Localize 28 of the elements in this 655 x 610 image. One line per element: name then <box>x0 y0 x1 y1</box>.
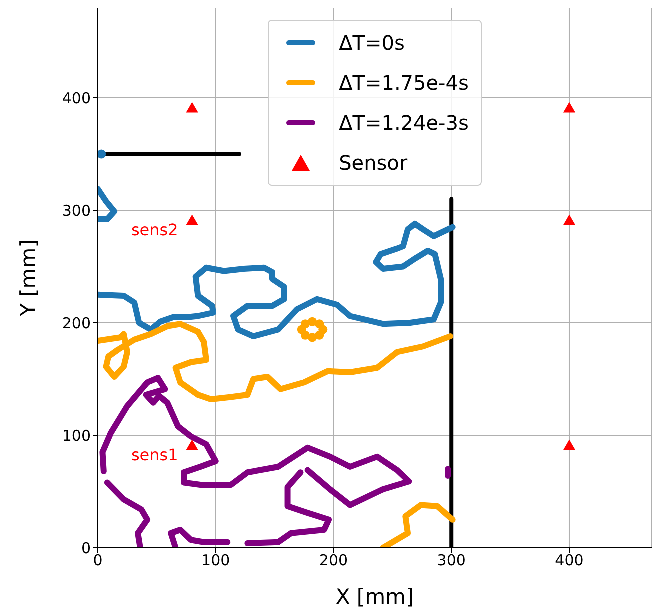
x-tick-label: 0 <box>93 552 103 570</box>
x-tick-label: 200 <box>319 552 348 570</box>
x-tick-label: 100 <box>202 552 230 570</box>
annotation: sens2 <box>131 220 178 240</box>
point <box>308 333 318 342</box>
x-axis-title: X [mm] <box>336 585 414 609</box>
y-tick-label: 100 <box>62 426 91 445</box>
y-tick-label: 300 <box>62 202 91 220</box>
point <box>315 330 324 340</box>
legend-label: ΔT=1.24e-3s <box>339 110 469 137</box>
point <box>98 150 106 159</box>
y-tick-label: 400 <box>62 89 91 108</box>
y-tick-label: 200 <box>62 314 91 332</box>
legend-label: Sensor <box>339 150 408 177</box>
point <box>315 320 324 329</box>
point <box>186 102 198 113</box>
legend-label: ΔT=1.75e-4s <box>339 70 469 97</box>
legend-label: ΔT=0s <box>339 30 405 57</box>
annotation: sens1 <box>131 445 178 464</box>
y-axis-title: Y [mm] <box>16 240 40 318</box>
x-tick-label: 400 <box>555 552 584 570</box>
y-tick-label: 0 <box>81 539 91 558</box>
point <box>563 214 576 226</box>
x-tick-label: 300 <box>437 552 466 570</box>
point <box>308 317 318 326</box>
point <box>300 330 310 340</box>
point <box>563 102 576 113</box>
point <box>186 214 198 226</box>
